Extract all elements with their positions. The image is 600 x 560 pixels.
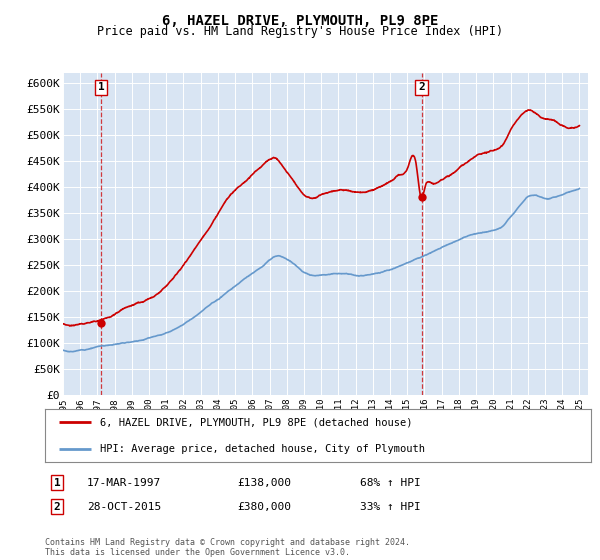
Text: 68% ↑ HPI: 68% ↑ HPI <box>360 478 421 488</box>
Text: 6, HAZEL DRIVE, PLYMOUTH, PL9 8PE (detached house): 6, HAZEL DRIVE, PLYMOUTH, PL9 8PE (detac… <box>100 417 412 427</box>
Text: 6, HAZEL DRIVE, PLYMOUTH, PL9 8PE: 6, HAZEL DRIVE, PLYMOUTH, PL9 8PE <box>162 14 438 28</box>
Text: £138,000: £138,000 <box>237 478 291 488</box>
Text: 2: 2 <box>418 82 425 92</box>
Text: 1: 1 <box>53 478 61 488</box>
Text: Contains HM Land Registry data © Crown copyright and database right 2024.
This d: Contains HM Land Registry data © Crown c… <box>45 538 410 557</box>
Text: Price paid vs. HM Land Registry's House Price Index (HPI): Price paid vs. HM Land Registry's House … <box>97 25 503 38</box>
Text: HPI: Average price, detached house, City of Plymouth: HPI: Average price, detached house, City… <box>100 444 425 454</box>
Text: 17-MAR-1997: 17-MAR-1997 <box>87 478 161 488</box>
Text: 2: 2 <box>53 502 61 512</box>
Text: 28-OCT-2015: 28-OCT-2015 <box>87 502 161 512</box>
Text: 33% ↑ HPI: 33% ↑ HPI <box>360 502 421 512</box>
Text: £380,000: £380,000 <box>237 502 291 512</box>
Text: 1: 1 <box>98 82 104 92</box>
